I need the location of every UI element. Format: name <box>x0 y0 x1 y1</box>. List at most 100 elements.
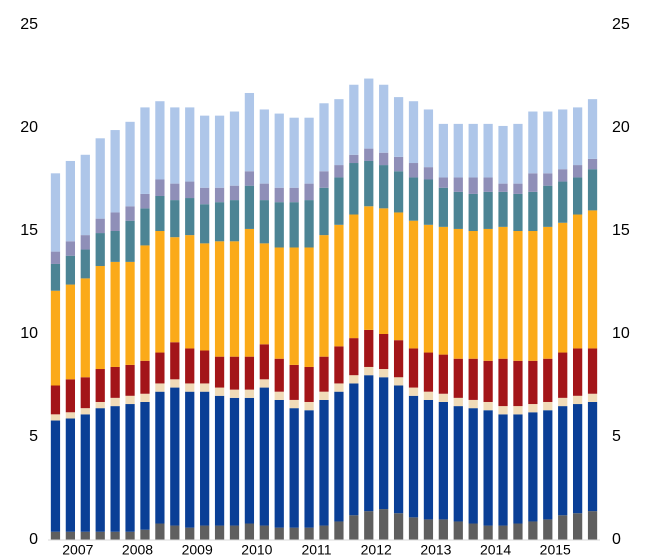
bar-segment <box>274 202 284 248</box>
bar-segment <box>572 177 583 215</box>
bar-segment <box>513 414 523 524</box>
bar-segment <box>572 165 583 178</box>
bar-segment <box>244 92 255 172</box>
bar-segment <box>513 193 523 231</box>
bar-segment <box>408 101 419 164</box>
y-tick-label: 10 <box>20 325 38 342</box>
bar-segment <box>543 226 553 359</box>
bar-segment <box>528 173 538 192</box>
bar-segment <box>558 352 568 398</box>
bar-segment <box>364 160 374 207</box>
bar-segment <box>349 338 359 376</box>
bar-segment <box>438 519 448 540</box>
y-tick-label: 0 <box>29 531 38 548</box>
y2-tick-label: 5 <box>612 428 621 445</box>
bar-segment <box>244 171 255 186</box>
bar-segment <box>214 241 225 357</box>
bar-segment <box>468 177 478 194</box>
bar-segment <box>319 171 329 188</box>
bar-segment <box>140 360 150 394</box>
bar-segment <box>423 224 434 353</box>
bar-segment <box>393 340 404 378</box>
bar-segment <box>408 177 419 221</box>
bar-segment <box>453 397 463 407</box>
bar-segment <box>110 531 120 540</box>
bar-segment <box>393 513 404 540</box>
bar-segment <box>528 521 538 540</box>
bar-segment <box>170 107 180 184</box>
bar-segment <box>214 115 225 188</box>
bar-segment <box>65 255 76 285</box>
bar-segment <box>229 185 240 201</box>
bar-segment <box>125 206 135 221</box>
bar-segment <box>80 235 90 250</box>
bar-segment <box>319 356 329 392</box>
x-tick-label: 2011 <box>301 542 331 558</box>
bar-segment <box>304 401 314 411</box>
bar-segment <box>80 377 90 409</box>
bar-segment <box>349 154 359 164</box>
bar-segment <box>423 352 434 392</box>
bar-segment <box>513 406 523 415</box>
bar-segment <box>438 226 448 355</box>
bar-segment <box>170 237 180 343</box>
x-tick-label: 2013 <box>420 542 451 558</box>
bar-segment <box>125 404 135 532</box>
bar-segment <box>289 117 299 188</box>
bar-segment <box>289 527 299 540</box>
x-tick-label: 2010 <box>241 542 272 558</box>
y-tick-label: 15 <box>20 222 38 239</box>
bar-segment <box>304 247 314 367</box>
bar-segment <box>364 375 374 512</box>
bar-segment <box>364 511 374 540</box>
bar-segment <box>65 160 76 242</box>
bar-segment <box>259 109 269 184</box>
bar-segment <box>244 356 255 390</box>
bar-segment <box>125 261 135 365</box>
bar-segment <box>110 406 120 532</box>
bar-segment <box>140 193 150 209</box>
bar-segment <box>423 167 434 180</box>
bar-segment <box>185 348 195 384</box>
bar-segment <box>393 156 404 172</box>
y2-tick-label: 20 <box>612 119 630 136</box>
bar-segment <box>80 414 90 532</box>
bar-segment <box>528 191 538 231</box>
bar-segment <box>483 177 493 192</box>
bar-segment <box>453 123 463 178</box>
bar-segment <box>379 84 389 153</box>
bar-segment <box>543 358 553 402</box>
bar-segment <box>334 177 344 225</box>
bar-segment <box>438 354 448 394</box>
bar-segment <box>587 169 598 211</box>
bar-segment <box>468 523 478 540</box>
bar-segment <box>125 531 135 540</box>
bar-segment <box>95 233 105 267</box>
bar-segment <box>453 177 463 192</box>
bar-segment <box>498 226 508 359</box>
bar-segment <box>259 387 269 526</box>
bar-segment <box>498 125 508 184</box>
bar-segment <box>110 397 120 407</box>
bar-segment <box>587 393 598 402</box>
bar-segment <box>319 187 329 236</box>
bar-segment <box>393 97 404 157</box>
bar-segment <box>438 123 448 178</box>
bar-segment <box>50 531 61 540</box>
bar-segment <box>364 78 374 149</box>
bar-segment <box>334 224 344 347</box>
bar-segment <box>214 525 225 540</box>
bar-segment <box>498 183 508 192</box>
bar-segment <box>155 523 165 540</box>
bar-segment <box>393 377 404 386</box>
bar-segment <box>244 185 255 229</box>
bar-segment <box>349 383 359 516</box>
bar-segment <box>543 185 553 227</box>
bar-segment <box>214 356 225 388</box>
bar-segment <box>364 206 374 330</box>
bar-segment <box>558 515 568 540</box>
bar-segment <box>185 107 195 182</box>
bar-segment <box>349 375 359 384</box>
bar-segment <box>379 208 389 334</box>
bar-segment <box>140 245 150 361</box>
